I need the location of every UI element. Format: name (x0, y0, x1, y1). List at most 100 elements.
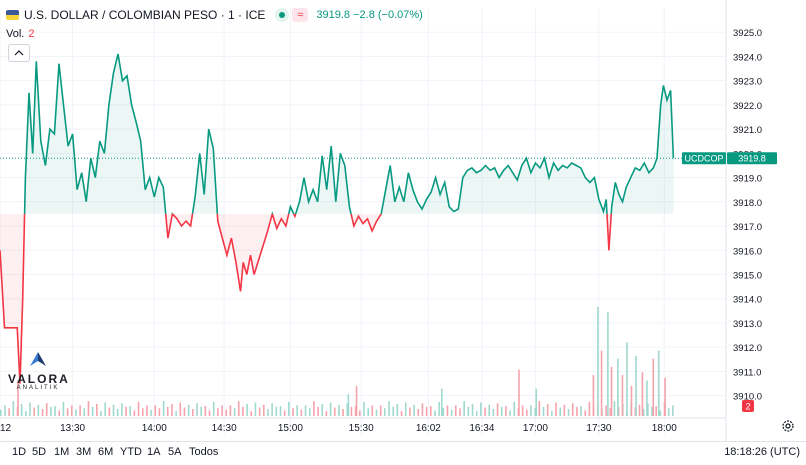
volume-bar-64 (267, 408, 269, 416)
volume-bar-43 (179, 402, 182, 416)
volume-bar-141 (588, 401, 591, 416)
volume-bar-93 (388, 401, 390, 416)
collapse-legend-button[interactable] (8, 44, 30, 62)
volume-bar-88 (367, 408, 369, 416)
volume-bar-12 (50, 406, 52, 416)
volume-spike-18 (652, 358, 655, 416)
volume-spike-5 (535, 388, 538, 416)
volume-bar-118 (492, 408, 495, 416)
chart-legend: U.S. DOLLAR / COLOMBIAN PESO · 1 · ICE ≈… (6, 6, 423, 24)
volume-bar-128 (534, 408, 536, 416)
gear-icon[interactable] (781, 419, 795, 433)
volume-bar-35 (146, 405, 148, 416)
volume-bar-111 (463, 401, 465, 416)
volume-bar-155 (647, 403, 649, 416)
y-tick-label-6: 3919.0 (733, 174, 762, 185)
volume-bar-106 (442, 408, 445, 416)
volume-bar-30 (125, 406, 127, 416)
timeframe-toolbar: 1D 5D 1M 3M 6M YTD 1A 5A Todos 18:18:26 … (0, 441, 806, 465)
volume-bar-87 (363, 401, 365, 416)
volume-badge: 2 (745, 402, 750, 412)
volume-spike-2 (355, 385, 358, 416)
volume-bar-79 (329, 402, 332, 416)
volume-bar-21 (87, 401, 90, 416)
y-tick-label-13: 3912.0 (733, 343, 762, 354)
timeframe-1m[interactable]: 1M (54, 446, 70, 458)
volume-bar-83 (346, 403, 349, 416)
volume-bar-80 (333, 407, 336, 416)
x-tick-label-2: 14:00 (142, 423, 167, 434)
x-tick-label-3: 14:30 (212, 423, 237, 434)
volume-value: 2 (28, 28, 35, 40)
volume-bar-14 (58, 410, 61, 416)
volume-bar-8 (33, 407, 35, 416)
volume-bar-78 (325, 411, 328, 416)
volume-bar-110 (459, 408, 461, 416)
volume-bar-40 (166, 406, 169, 416)
volume-bar-108 (450, 409, 453, 416)
usd-cop-flag-icon (6, 10, 19, 20)
volume-bar-27 (112, 404, 115, 416)
volume-bar-36 (150, 409, 152, 416)
volume-bar-123 (513, 401, 516, 416)
volume-bar-82 (342, 408, 344, 416)
volume-bar-19 (79, 405, 81, 416)
quote-value: 3919.8 −2.8 (−0.07%) (316, 9, 423, 21)
volume-bar-37 (154, 405, 157, 416)
volume-bar-20 (83, 408, 86, 416)
volume-spike-4 (518, 369, 520, 416)
timeframe-ytd[interactable]: YTD (120, 446, 142, 458)
volume-bar-120 (500, 406, 503, 416)
volume-bar-131 (546, 403, 549, 416)
timeframe-1a[interactable]: 1A (147, 446, 161, 458)
volume-bar-92 (384, 408, 386, 416)
volume-spike-8 (600, 350, 603, 416)
volume-bar-94 (392, 406, 395, 416)
y-tick-label-15: 3910.0 (733, 392, 762, 403)
volume-bar-65 (271, 403, 273, 416)
timeframe-5a[interactable]: 5A (168, 446, 182, 458)
volume-bar-147 (613, 401, 616, 416)
approx-badge[interactable]: ≈ (292, 8, 309, 22)
y-tick-label-8: 3917.0 (733, 222, 762, 233)
volume-bar-139 (580, 406, 582, 416)
volume-bar-125 (521, 405, 524, 416)
x-tick-label-5: 15:30 (349, 423, 374, 434)
y-tick-label-0: 3925.0 (733, 28, 762, 39)
volume-bar-38 (158, 408, 161, 416)
symbol-title[interactable]: U.S. DOLLAR / COLOMBIAN PESO · 1 · ICE (24, 8, 266, 22)
y-tick-label-10: 3915.0 (733, 270, 762, 281)
volume-bar-18 (75, 409, 77, 416)
volume-bar-50 (208, 410, 211, 416)
volume-bar-11 (45, 403, 48, 416)
volume-badge-bg (742, 400, 754, 412)
volume-bar-140 (584, 410, 587, 416)
volume-bar-0 (0, 409, 2, 416)
market-open-dot-icon[interactable] (275, 8, 290, 22)
volume-bar-70 (292, 408, 294, 416)
volume-bar-60 (250, 411, 253, 416)
volume-bar-146 (609, 408, 612, 416)
volume-legend: Vol. 2 (6, 28, 34, 40)
logo-word: VALORA (8, 372, 70, 386)
timeframe-todos[interactable]: Todos (189, 446, 219, 458)
volume-bar-154 (642, 408, 645, 416)
timeframe-5d[interactable]: 5D (32, 446, 47, 458)
volume-bar-134 (559, 407, 561, 416)
timeframe-6m[interactable]: 6M (98, 446, 114, 458)
volume-bar-75 (313, 401, 315, 416)
volume-bar-51 (212, 401, 215, 416)
timeframe-1d[interactable]: 1D (12, 446, 27, 458)
timeframe-3m[interactable]: 3M (76, 446, 92, 458)
volume-bar-113 (471, 403, 474, 416)
volume-bar-95 (396, 403, 399, 416)
volume-bar-62 (258, 407, 261, 416)
volume-bar-153 (638, 404, 641, 416)
volume-bar-2 (8, 408, 10, 416)
volume-bar-105 (438, 401, 440, 416)
volume-bar-16 (66, 408, 69, 416)
price-chart[interactable]: 3925.03924.03923.03922.03921.03920.03919… (0, 0, 806, 441)
volume-bar-117 (488, 404, 491, 416)
x-tick-label-1: 13:30 (60, 423, 85, 434)
chevron-up-icon (14, 50, 24, 56)
